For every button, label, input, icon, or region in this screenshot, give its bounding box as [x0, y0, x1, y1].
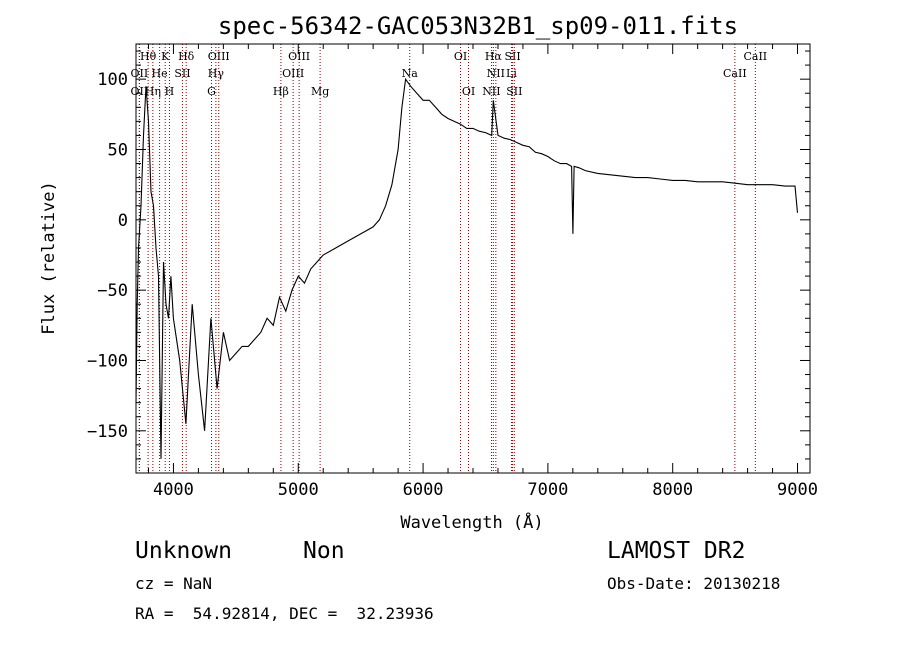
spectral-line-label: G: [207, 85, 216, 98]
spectral-line-label: OII: [131, 67, 149, 80]
spectral-line-label: Hβ: [273, 85, 289, 98]
y-tick-label: 0: [118, 211, 128, 231]
x-axis-label: Wavelength (Å): [400, 511, 543, 533]
spectral-line-label: OIII: [208, 50, 230, 63]
y-tick-label: −50: [97, 281, 128, 301]
x-tick-label: 7000: [527, 480, 568, 500]
spectral-line-label: OIII: [282, 67, 304, 80]
spectral-line-label: SII: [504, 50, 520, 63]
cz-value: cz = NaN: [135, 574, 213, 593]
spectral-line-label: Hη: [145, 85, 161, 98]
spectral-line-label: Hα: [485, 50, 503, 63]
y-tick-label: 50: [108, 140, 128, 160]
spectral-line-label: SII: [174, 67, 190, 80]
spectral-line-label: OIII: [288, 50, 310, 63]
spectral-line-label: OI: [462, 85, 475, 98]
spectral-line-label: SII: [506, 85, 522, 98]
spectral-line-label: OII: [131, 85, 149, 98]
spectral-line-label: OI: [454, 50, 467, 63]
spectrum-series-line: [135, 77, 799, 459]
y-axis-label: Flux (relative): [39, 181, 59, 335]
plot-frame: [135, 43, 811, 474]
subclass-label: Non: [303, 538, 345, 564]
spectral-line-label: H: [165, 85, 175, 98]
survey-label: LAMOST DR2: [607, 538, 746, 564]
x-tick-label: 6000: [403, 480, 444, 500]
y-tick-label: −150: [87, 422, 128, 442]
spectral-line-label: CaII: [723, 67, 747, 80]
x-tick-label: 4000: [153, 480, 194, 500]
spectral-line-label: Hδ: [178, 50, 195, 63]
spectral-line-label: Hγ: [208, 67, 225, 80]
y-tick-label: −100: [87, 351, 128, 371]
chart-title: spec-56342-GAC053N32B1_sp09-011.fits: [218, 12, 738, 40]
coordinates: RA = 54.92814, DEC = 32.23936: [135, 604, 434, 623]
spectral-line-label: He: [152, 67, 168, 80]
spectral-line-label: Mg: [311, 85, 329, 98]
class-label: Unknown: [135, 538, 232, 564]
spectral-line-label: NII: [482, 85, 500, 98]
x-tick-label: 5000: [278, 480, 319, 500]
spectral-line-label: Li: [506, 67, 517, 80]
x-tick-label: 8000: [652, 480, 693, 500]
obs-date: Obs-Date: 20130218: [607, 574, 781, 593]
spectral-line-label: CaII: [743, 50, 767, 63]
y-tick-label: 100: [97, 70, 128, 90]
spectral-line-label: Na: [402, 67, 419, 80]
spectral-line-label: NII: [487, 67, 505, 80]
x-tick-label: 9000: [777, 480, 818, 500]
spectral-line-label: Hθ: [140, 50, 157, 63]
spectral-line-label: K: [161, 50, 170, 63]
